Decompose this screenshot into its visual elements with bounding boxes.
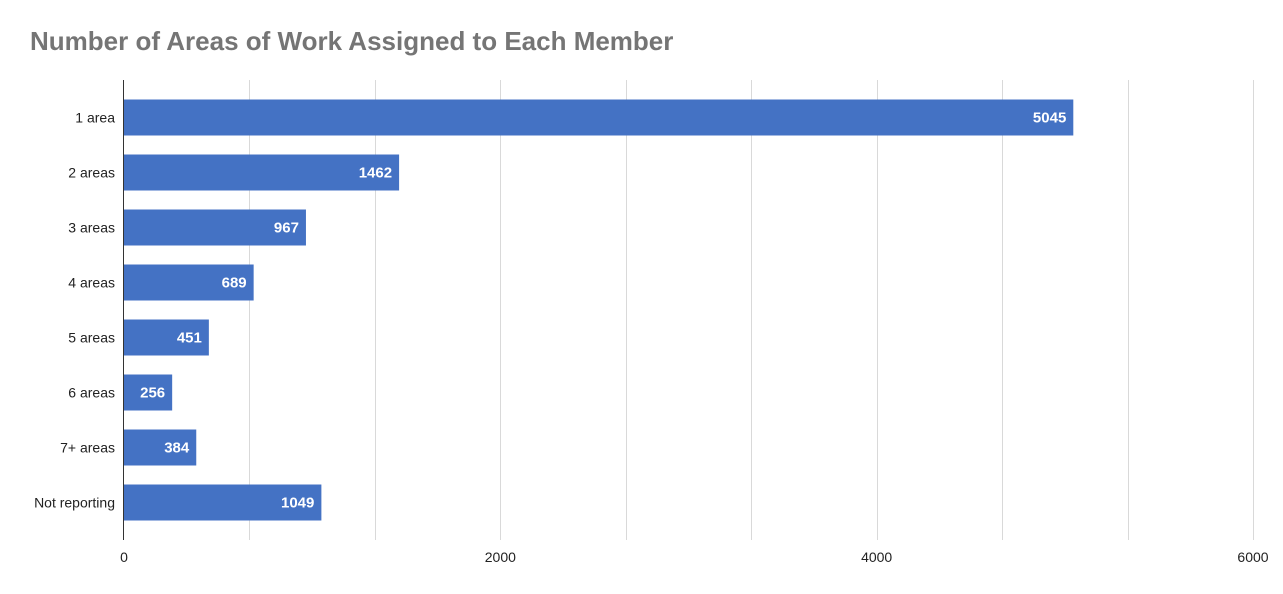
- chart-title: Number of Areas of Work Assigned to Each…: [30, 26, 674, 56]
- category-label: 1 area: [75, 110, 115, 126]
- x-tick-label: 0: [120, 549, 128, 565]
- category-label: 6 areas: [68, 385, 115, 401]
- data-label: 384: [164, 440, 190, 457]
- category-label: 5 areas: [68, 330, 115, 346]
- x-tick-label: 2000: [485, 549, 516, 565]
- x-tick-label: 4000: [861, 549, 892, 565]
- category-labels: 1 area 2 areas 3 areas 4 areas 5 areas 6 area…: [34, 110, 115, 511]
- data-label: 1049: [281, 495, 314, 512]
- data-label: 1462: [359, 165, 392, 182]
- bar: [124, 484, 322, 521]
- gridlines: [249, 80, 1254, 540]
- bar: [124, 264, 254, 301]
- bar: [124, 209, 306, 246]
- category-label: 2 areas: [68, 165, 115, 181]
- category-label: 4 areas: [68, 275, 115, 291]
- bar: [124, 154, 400, 191]
- category-label: 7+ areas: [60, 440, 115, 456]
- category-label: Not reporting: [34, 495, 115, 511]
- category-label: 3 areas: [68, 220, 115, 236]
- data-label: 256: [140, 385, 165, 402]
- bar: [124, 374, 173, 411]
- data-label: 967: [274, 220, 299, 237]
- data-label: 451: [177, 330, 202, 347]
- x-axis-ticks: 0 2000 4000 6000: [120, 549, 1269, 565]
- bar: [124, 319, 209, 356]
- data-label: 689: [222, 275, 247, 292]
- data-label: 5045: [1033, 110, 1066, 127]
- bar: [124, 429, 197, 466]
- bars: 5045 1462 967 689 451 256 384 1049: [124, 99, 1074, 521]
- x-tick-label: 6000: [1237, 549, 1268, 565]
- bar: [124, 99, 1074, 136]
